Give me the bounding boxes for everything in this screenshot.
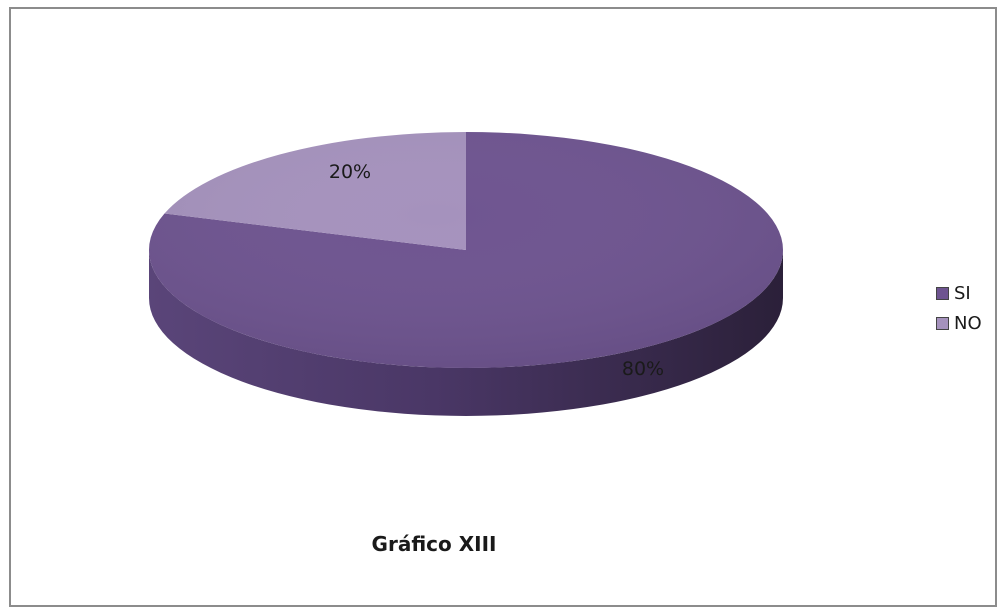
pie-top-shading <box>149 132 783 368</box>
slice-label-no: 20% <box>329 161 371 183</box>
chart-caption: Gráfico XIII <box>371 532 497 556</box>
legend-label-si: SI <box>954 282 971 304</box>
legend-item-no: NO <box>936 310 982 336</box>
slice-label-si: 80% <box>622 358 664 380</box>
legend-label-no: NO <box>954 312 982 334</box>
legend-item-si: SI <box>936 280 982 306</box>
pie-side-wall <box>149 250 783 416</box>
legend-swatch-no <box>936 316 949 330</box>
legend: SI NO <box>936 280 982 340</box>
legend-swatch-si <box>936 286 949 300</box>
pie-chart: 80% 20% <box>148 132 783 416</box>
